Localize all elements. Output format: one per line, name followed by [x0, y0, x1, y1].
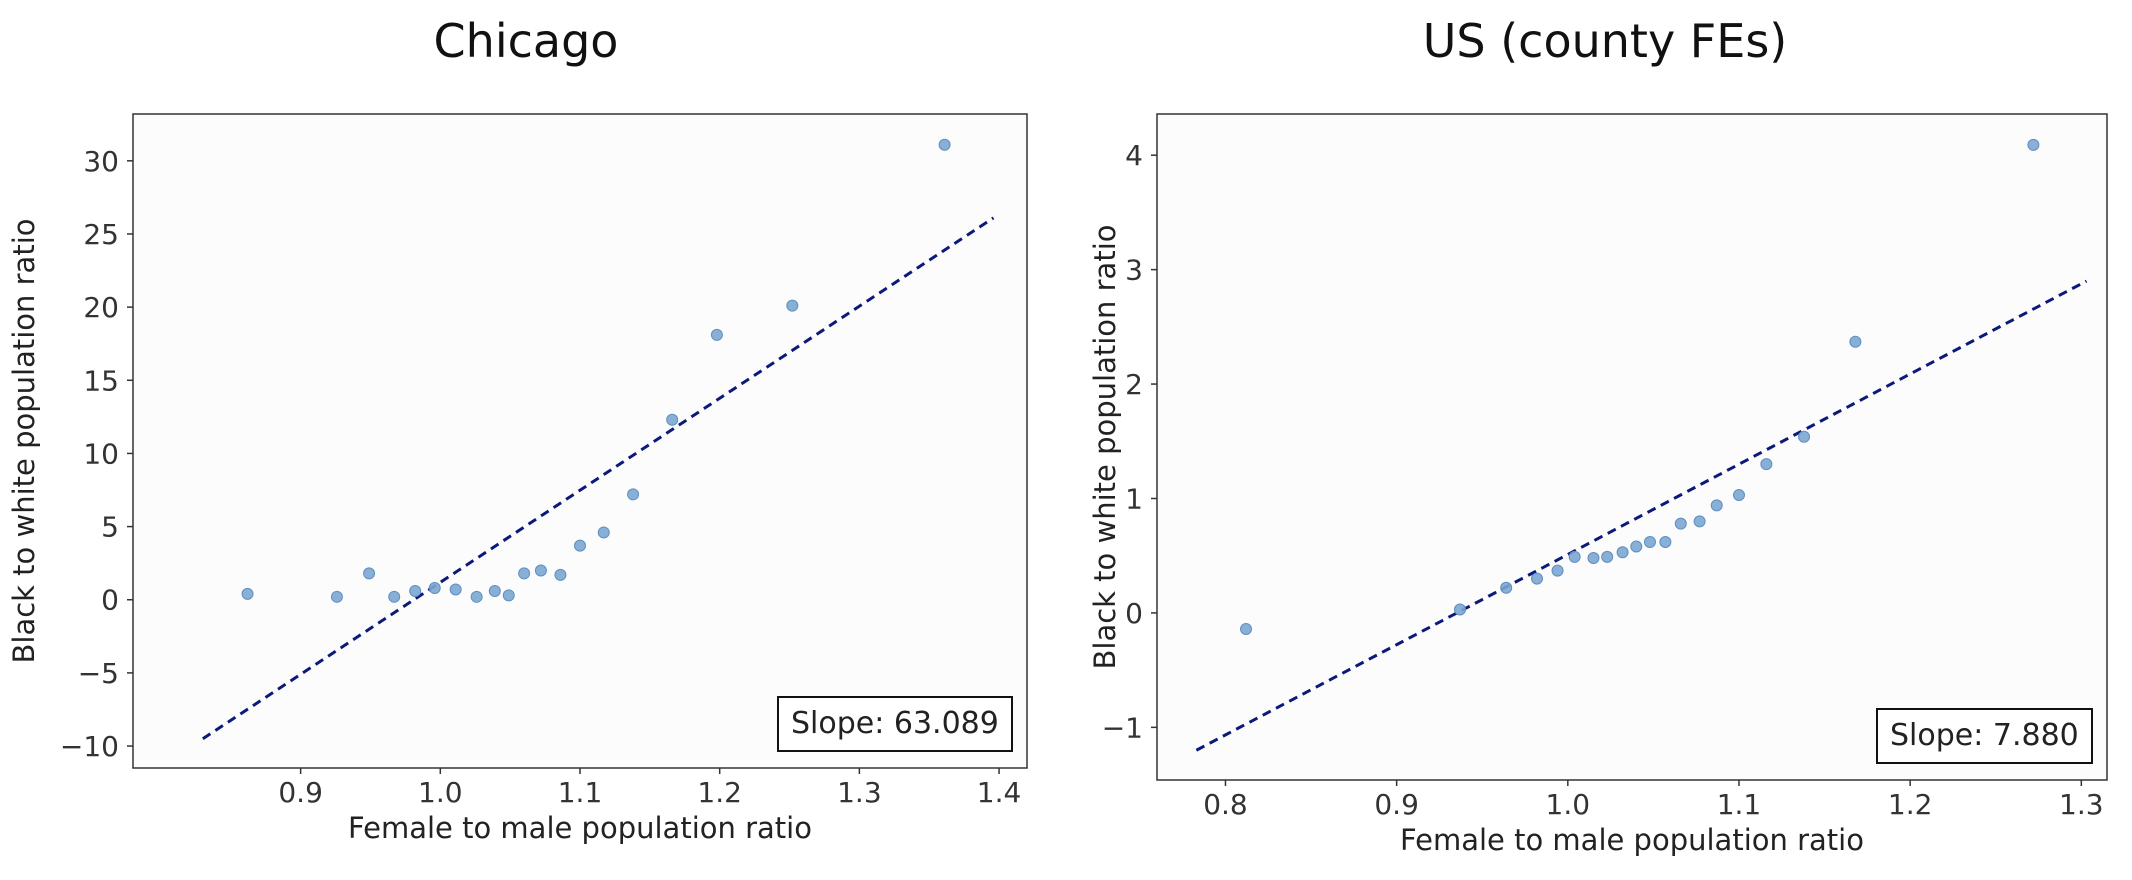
chicago-plot-frame	[132, 113, 1028, 769]
chicago-panel: Chicago 0.9 1.0 1.1 1.2 1.3 1.4 −10 −5 0 5 10 15 20 2…	[7, 14, 1028, 845]
chicago-xtick-label: 1.1	[558, 776, 603, 809]
chicago-data-point	[574, 539, 586, 552]
us-data-point	[1710, 499, 1723, 512]
chicago-ytick-label: 5	[101, 511, 119, 544]
us-data-point	[1500, 581, 1513, 594]
us-data-point	[1674, 517, 1687, 530]
us-data-point	[1760, 458, 1773, 471]
chicago-data-point	[428, 582, 441, 595]
us-data-point	[1601, 550, 1614, 563]
us-data-point	[1240, 622, 1253, 635]
chicago-ytick-label: −10	[60, 730, 119, 763]
us-x-axis-label: Female to male population ratio	[1400, 823, 1864, 857]
us-data-point	[1798, 430, 1811, 443]
chicago-ytick-label: 15	[83, 364, 119, 397]
us-ytick-label: 3	[1125, 254, 1143, 287]
chicago-data-point	[627, 488, 640, 501]
us-xtick-label: 0.9	[1374, 788, 1419, 821]
chicago-data-point	[786, 299, 799, 312]
chicago-data-point	[597, 526, 610, 539]
chicago-data-point	[388, 590, 401, 603]
chicago-data-point	[449, 583, 462, 596]
chicago-plot-area	[133, 114, 1027, 768]
us-data-point	[1568, 550, 1581, 563]
us-data-point	[1616, 546, 1629, 559]
us-xtick-label: 1.3	[2059, 788, 2104, 821]
chicago-data-point	[534, 564, 547, 577]
us-xtick-label: 0.8	[1203, 788, 1248, 821]
us-ytick-label: 2	[1125, 368, 1143, 401]
us-plot-area	[1157, 114, 2107, 780]
chicago-ytick-label: 30	[83, 145, 119, 178]
chicago-ytick-label: −5	[78, 657, 119, 690]
us-xtick-label: 1.0	[1546, 788, 1591, 821]
us-slope-annotation: Slope: 7.880	[1876, 708, 2093, 764]
chicago-data-point	[241, 587, 254, 600]
chicago-data-point	[488, 584, 501, 597]
chicago-data-point	[518, 567, 531, 580]
us-data-point	[2027, 138, 2040, 151]
us-ytick-label: 4	[1125, 139, 1143, 172]
chicago-xtick-label: 1.0	[418, 776, 463, 809]
chicago-data-point	[938, 138, 951, 151]
chicago-ytick-label: 0	[101, 584, 119, 617]
chicago-ytick-label: 25	[83, 218, 119, 251]
us-data-point	[1587, 552, 1600, 564]
us-xtick-label: 1.1	[1717, 788, 1762, 821]
chicago-ytick-label: 10	[83, 437, 119, 470]
us-data-point	[1551, 564, 1564, 577]
us-fit-line	[1195, 279, 2088, 752]
chicago-xtick-label: 1.4	[977, 776, 1022, 809]
chicago-x-axis-label: Female to male population ratio	[348, 811, 812, 845]
us-data-point	[1531, 572, 1543, 585]
chicago-data-point	[330, 590, 343, 603]
us-xtick-label: 1.2	[1888, 788, 1933, 821]
us-y-axis-label: Black to white population ratio	[1088, 225, 1122, 670]
us-data-point	[1693, 515, 1706, 528]
us-data-point	[1849, 335, 1862, 348]
chicago-xtick-label: 1.2	[697, 776, 742, 809]
chicago-scatter-plot: 0.9 1.0 1.1 1.2 1.3 1.4 −10 −5 0 5 10 15 20 25 30 Femal…	[7, 113, 1028, 845]
us-panel: US (county FEs) 0.8 0.9 1.0 1.1 1.2 1.3 −1 0 1 2 3…	[1066, 0, 2132, 880]
us-ytick-label: 1	[1125, 482, 1143, 515]
chicago-data-point	[666, 413, 679, 426]
us-scatter-plot: 0.8 0.9 1.0 1.1 1.2 1.3 −1 0 1 2 3 4 Female to male …	[1088, 113, 2108, 857]
us-chart-title: US (county FEs)	[1422, 14, 1788, 68]
us-data-point	[1643, 535, 1656, 548]
chicago-data-point	[710, 328, 723, 341]
chicago-xtick-label: 0.9	[278, 776, 323, 809]
chicago-data-point	[409, 584, 422, 597]
chicago-xtick-label: 1.3	[837, 776, 882, 809]
chicago-y-axis-label: Black to white population ratio	[7, 219, 41, 664]
chicago-data-point	[363, 567, 376, 580]
us-ytick-label: 0	[1125, 597, 1143, 630]
us-data-point	[1453, 603, 1466, 616]
chicago-data-point	[470, 590, 483, 603]
chicago-fit-line	[202, 216, 995, 740]
us-plot-frame	[1156, 113, 2108, 781]
chicago-chart-title: Chicago	[433, 14, 619, 68]
us-ytick-label: −1	[1102, 711, 1143, 744]
chicago-data-point	[554, 568, 567, 581]
us-data-point	[1659, 535, 1672, 548]
chicago-slope-annotation: Slope: 63.089	[777, 696, 1013, 752]
chicago-data-point	[502, 589, 515, 602]
us-data-point	[1630, 540, 1643, 553]
chicago-ytick-label: 20	[83, 291, 119, 324]
us-data-point	[1732, 489, 1745, 502]
